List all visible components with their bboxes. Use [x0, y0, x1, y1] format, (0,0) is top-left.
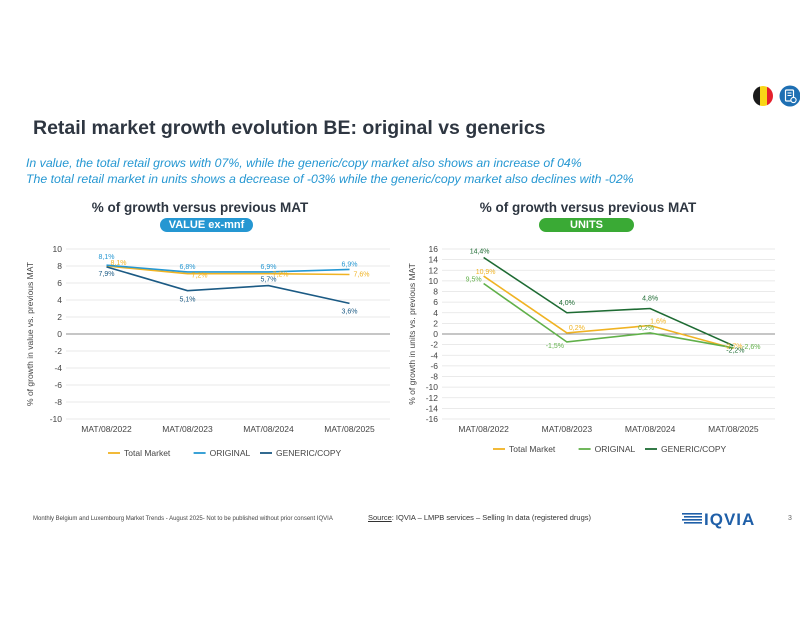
- data-label: 0,2%: [638, 325, 654, 332]
- y-tick-label: -16: [426, 414, 439, 424]
- data-label: 7,9%: [99, 271, 115, 278]
- data-label: 7,2%: [192, 273, 208, 280]
- y-tick-label: 16: [429, 244, 439, 254]
- series-line-original: [483, 282, 734, 349]
- series-line-generic-copy: [483, 256, 734, 347]
- data-label: 8,1%: [99, 254, 115, 261]
- data-label: 6,9%: [261, 264, 277, 271]
- y-tick-label: 2: [433, 318, 438, 328]
- data-label: 10,9%: [476, 269, 496, 276]
- y-tick-label: -4: [430, 350, 438, 360]
- iqvia-logo: IQVIA: [704, 510, 756, 529]
- series-line-generic-copy: [106, 266, 350, 305]
- data-label: -2,7%: [724, 343, 742, 350]
- data-label: 9,5%: [466, 277, 482, 284]
- y-tick-label: 10: [53, 244, 63, 254]
- y-tick-label: 4: [433, 308, 438, 318]
- chart-units-title: % of growth versus previous MAT: [479, 200, 697, 215]
- data-label: 3,6%: [342, 308, 358, 315]
- data-label: 5,1%: [180, 297, 196, 304]
- data-label: -1,5%: [546, 343, 564, 350]
- y-axis-label: % of growth in units vs. previous MAT: [407, 263, 417, 405]
- x-tick-label: MAT/08/2022: [458, 424, 509, 434]
- y-tick-label: 2: [57, 312, 62, 322]
- y-tick-label: -4: [54, 363, 62, 373]
- series-line-total-market: [106, 265, 350, 276]
- y-tick-label: -6: [54, 380, 62, 390]
- y-tick-label: -6: [430, 361, 438, 371]
- chart-units-pill: UNITS: [539, 218, 634, 232]
- x-tick-label: MAT/08/2024: [243, 424, 294, 434]
- y-tick-label: -10: [50, 414, 63, 424]
- x-tick-label: MAT/08/2023: [542, 424, 593, 434]
- x-tick-label: MAT/08/2022: [81, 424, 132, 434]
- data-label: 6,8%: [180, 264, 196, 271]
- y-tick-label: -2: [430, 340, 438, 350]
- x-tick-label: MAT/08/2023: [162, 424, 213, 434]
- belgium-flag-icon: [752, 85, 774, 107]
- legend-label: GENERIC/COPY: [276, 448, 342, 458]
- legend-label: ORIGINAL: [595, 444, 636, 454]
- data-label: -2,2%: [726, 348, 744, 355]
- legend-label: GENERIC/COPY: [661, 444, 727, 454]
- source-label: Source: [368, 513, 392, 522]
- data-label: 8,1%: [111, 260, 127, 267]
- page-title: Retail market growth evolution BE: origi…: [33, 117, 546, 139]
- chart-value-title: % of growth versus previous MAT: [91, 200, 309, 215]
- y-tick-label: 0: [433, 329, 438, 339]
- y-tick-label: 8: [433, 287, 438, 297]
- legend-label: Total Market: [124, 448, 171, 458]
- y-tick-label: -14: [426, 403, 439, 413]
- y-tick-label: -2: [54, 346, 62, 356]
- footer-disclaimer: Monthly Belgium and Luxembourg Market Tr…: [33, 516, 333, 522]
- legend-item: ORIGINAL: [578, 444, 636, 454]
- page-number: 3: [788, 515, 792, 522]
- y-tick-label: 6: [433, 297, 438, 307]
- y-tick-label: 8: [57, 261, 62, 271]
- y-tick-label: -8: [54, 397, 62, 407]
- x-tick-label: MAT/08/2025: [708, 424, 759, 434]
- legend-item: Total Market: [493, 444, 556, 454]
- legend-item: GENERIC/COPY: [645, 444, 727, 454]
- data-label: 4,8%: [642, 296, 658, 303]
- legend-label: Total Market: [509, 444, 556, 454]
- y-tick-label: 12: [429, 265, 439, 275]
- chart-value-pill: VALUE ex-mnf: [160, 218, 253, 232]
- legend-label: ORIGINAL: [210, 448, 251, 458]
- data-label: 4,0%: [559, 300, 575, 307]
- series-line-original: [106, 264, 350, 273]
- legend-item: GENERIC/COPY: [260, 448, 342, 458]
- y-axis-label: % of growth in value vs. previous MAT: [25, 262, 35, 406]
- data-label: 7,2%: [273, 272, 289, 279]
- data-label: 0,2%: [569, 325, 585, 332]
- y-tick-label: -10: [426, 382, 439, 392]
- data-label: 5,7%: [261, 277, 277, 284]
- y-tick-label: -12: [426, 393, 439, 403]
- data-label: -2,6%: [742, 344, 760, 351]
- series-line-total-market: [483, 275, 734, 350]
- y-tick-label: -8: [430, 372, 438, 382]
- value-growth-chart: 10 8 6 4 2 0 -2 -4 -6 -8 -10 MAT/08/2022 MAT/08/2023…: [25, 244, 390, 458]
- source-note: Source: IQVIA – LMPB services – Selling …: [368, 513, 591, 522]
- source-text: : IQVIA – LMPB services – Selling In dat…: [391, 513, 592, 522]
- legend-item: ORIGINAL: [193, 448, 251, 458]
- legend-item: Total Market: [108, 448, 171, 458]
- x-tick-label: MAT/08/2024: [625, 424, 676, 434]
- y-tick-label: 0: [57, 329, 62, 339]
- y-tick-label: 6: [57, 278, 62, 288]
- x-tick-label: MAT/08/2025: [324, 424, 375, 434]
- data-label: 1,6%: [650, 319, 666, 326]
- y-tick-label: 4: [57, 295, 62, 305]
- iqvia-logo-icon: [682, 512, 704, 526]
- data-label: 6,9%: [342, 261, 358, 268]
- y-tick-label: 14: [429, 255, 439, 265]
- subtitle-units: The total retail market in units shows a…: [26, 172, 634, 186]
- subtitle-value: In value, the total retail grows with 07…: [26, 156, 582, 170]
- data-label: 7,6%: [354, 272, 370, 279]
- data-label: 14,4%: [470, 249, 490, 256]
- y-tick-label: 10: [429, 276, 439, 286]
- document-icon: [779, 85, 800, 107]
